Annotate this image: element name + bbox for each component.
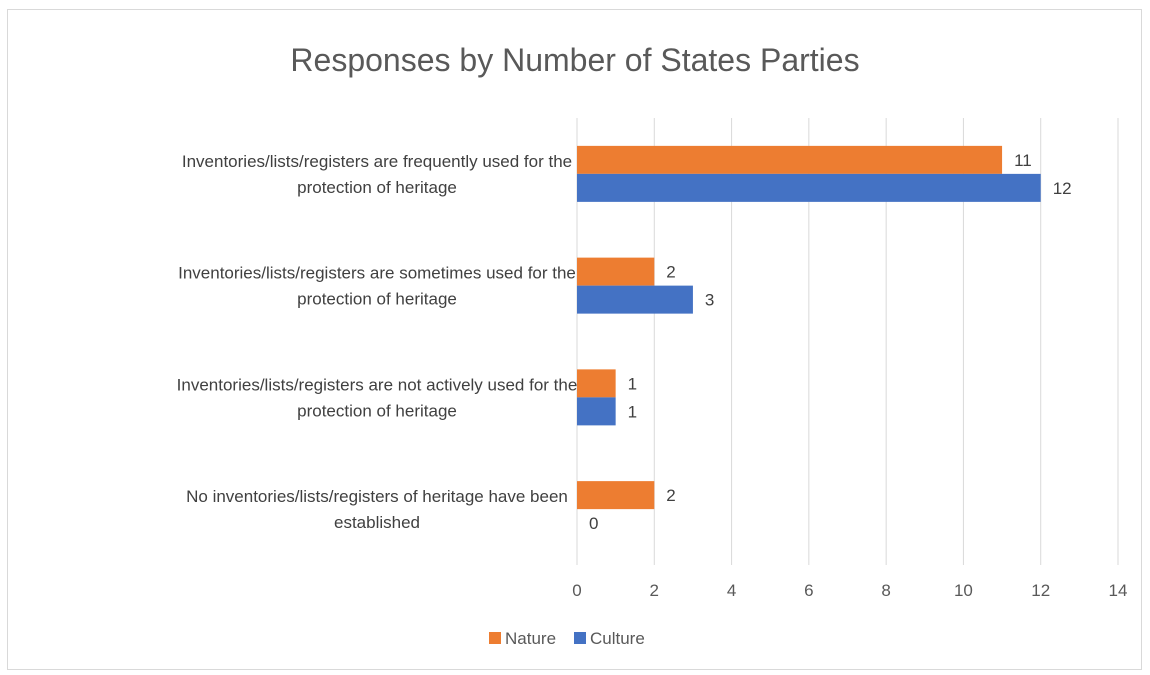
- x-tick-label: 12: [1031, 581, 1050, 600]
- x-tick-label: 14: [1109, 581, 1128, 600]
- legend-label: Nature: [505, 629, 556, 648]
- legend-swatch-nature: [489, 632, 501, 644]
- x-tick-label: 10: [954, 581, 973, 600]
- category-label: protection of heritage: [297, 290, 457, 309]
- category-label: established: [334, 513, 420, 532]
- category-label: Inventories/lists/registers are sometime…: [178, 264, 576, 283]
- chart-area: [7, 9, 1142, 670]
- x-tick-label: 0: [572, 581, 581, 600]
- legend-label: Culture: [590, 629, 645, 648]
- data-label: 12: [1053, 179, 1072, 198]
- category-label: protection of heritage: [297, 178, 457, 197]
- data-label: 3: [705, 291, 714, 310]
- x-tick-label: 6: [804, 581, 813, 600]
- category-label: Inventories/lists/registers are not acti…: [177, 375, 578, 394]
- data-label: 2: [666, 486, 675, 505]
- category-label: protection of heritage: [297, 401, 457, 420]
- bar-culture: [577, 397, 616, 426]
- x-tick-label: 2: [650, 581, 659, 600]
- data-label: 1: [628, 374, 637, 393]
- data-label: 2: [666, 263, 675, 282]
- bar-culture: [577, 285, 693, 314]
- legend-swatch-culture: [574, 632, 586, 644]
- data-label: 11: [1014, 151, 1032, 170]
- category-label: Inventories/lists/registers are frequent…: [182, 152, 572, 171]
- category-label: No inventories/lists/registers of herita…: [186, 487, 568, 506]
- bar-nature: [577, 481, 655, 510]
- bar-nature: [577, 145, 1003, 174]
- chart-title: Responses by Number of States Parties: [290, 42, 860, 78]
- data-label: 0: [589, 514, 598, 533]
- x-tick-label: 8: [881, 581, 890, 600]
- data-label: 1: [628, 402, 637, 421]
- bar-nature: [577, 369, 616, 398]
- bar-nature: [577, 257, 655, 286]
- bar-culture: [577, 173, 1041, 202]
- x-tick-label: 4: [727, 581, 736, 600]
